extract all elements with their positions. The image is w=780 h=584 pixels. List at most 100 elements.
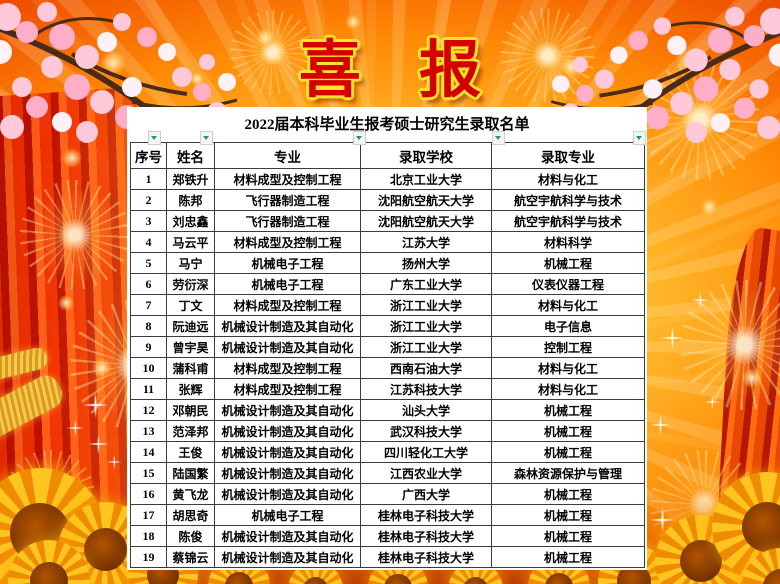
table-cell: 航空宇航科学与技术: [491, 189, 645, 211]
table-cell: 胡思奇: [166, 504, 215, 526]
table-cell: 西南石油大学: [360, 357, 492, 379]
table-cell: 马云平: [166, 231, 215, 253]
table-cell: 12: [130, 399, 167, 421]
table-cell: 黄飞龙: [166, 483, 215, 505]
header-admitted-major: 录取专业: [491, 142, 645, 169]
bokeh-light: [700, 198, 718, 216]
table-cell: 机械设计制造及其自动化: [214, 441, 361, 463]
table-cell: 曾宇昊: [166, 336, 215, 358]
table-cell: 北京工业大学: [360, 168, 492, 190]
filter-dropdown-icon[interactable]: [633, 131, 646, 145]
table-cell: 2: [130, 189, 167, 211]
admission-table: 序号 姓名 专业 录取学校 录取专业 1 郑铁升 材料成型及控制工程 北京工业大学 材料…: [130, 142, 645, 568]
table-cell: 17: [130, 504, 167, 526]
table-row: 18 陈俊 机械设计制造及其自动化 桂林电子科技大学 机械工程: [130, 525, 645, 547]
table-cell: 江西农业大学: [360, 462, 492, 484]
table-cell: 范泽邦: [166, 420, 215, 442]
table-cell: 9: [130, 336, 167, 358]
table-cell: 马宁: [166, 252, 215, 274]
table-cell: 蔡锦云: [166, 546, 215, 568]
filter-dropdown-icon[interactable]: [200, 131, 213, 145]
table-cell: 机械工程: [491, 399, 645, 421]
table-cell: 机械电子工程: [214, 273, 361, 295]
table-cell: 机械设计制造及其自动化: [214, 483, 361, 505]
table-cell: 机械设计制造及其自动化: [214, 462, 361, 484]
table-cell: 材料成型及控制工程: [214, 378, 361, 400]
table-cell: 武汉科技大学: [360, 420, 492, 442]
header-school: 录取学校: [360, 142, 492, 169]
table-cell: 浙江工业大学: [360, 294, 492, 316]
table-cell: 机械工程: [491, 483, 645, 505]
table-row: 2 陈邦 飞行器制造工程 沈阳航空航天大学 航空宇航科学与技术: [130, 189, 645, 211]
filter-dropdown-icon[interactable]: [148, 131, 161, 145]
header-major: 专业: [214, 142, 361, 169]
table-cell: 材料与化工: [491, 294, 645, 316]
table-cell: 扬州大学: [360, 252, 492, 274]
table-cell: 材料与化工: [491, 168, 645, 190]
table-cell: 机械设计制造及其自动化: [214, 315, 361, 337]
table-row: 7 丁文 材料成型及控制工程 浙江工业大学 材料与化工: [130, 294, 645, 316]
table-cell: 机械设计制造及其自动化: [214, 420, 361, 442]
table-row: 6 劳衍深 机械电子工程 广东工业大学 仪表仪器工程: [130, 273, 645, 295]
table-cell: 广西大学: [360, 483, 492, 505]
table-cell: 14: [130, 441, 167, 463]
table-cell: 18: [130, 525, 167, 547]
table-cell: 机械工程: [491, 546, 645, 568]
table-cell: 材料科学: [491, 231, 645, 253]
table-cell: 1: [130, 168, 167, 190]
table-cell: 13: [130, 420, 167, 442]
table-cell: 郑铁升: [166, 168, 215, 190]
filter-dropdown-icon[interactable]: [492, 131, 505, 145]
table-cell: 机械设计制造及其自动化: [214, 399, 361, 421]
table-cell: 电子信息: [491, 315, 645, 337]
table-cell: 江苏科技大学: [360, 378, 492, 400]
table-cell: 陆国繁: [166, 462, 215, 484]
table-row: 8 阮迪远 机械设计制造及其自动化 浙江工业大学 电子信息: [130, 315, 645, 337]
table-row: 14 王俊 机械设计制造及其自动化 四川轻化工大学 机械工程: [130, 441, 645, 463]
table-cell: 王俊: [166, 441, 215, 463]
table-cell: 机械设计制造及其自动化: [214, 525, 361, 547]
table-cell: 陈俊: [166, 525, 215, 547]
table-body: 1 郑铁升 材料成型及控制工程 北京工业大学 材料与化工 2 陈邦 飞行器制造工程 沈阳航空航天…: [130, 168, 645, 568]
header-index: 序号: [130, 142, 167, 169]
table-cell: 蒲科甫: [166, 357, 215, 379]
table-row: 3 刘忠鑫 飞行器制造工程 沈阳航空航天大学 航空宇航科学与技术: [130, 210, 645, 232]
sunflower: [742, 548, 780, 584]
table-cell: 材料成型及控制工程: [214, 294, 361, 316]
table-cell: 丁文: [166, 294, 215, 316]
table-cell: 森林资源保护与管理: [491, 462, 645, 484]
table-cell: 飞行器制造工程: [214, 189, 361, 211]
table-cell: 19: [130, 546, 167, 568]
table-cell: 四川轻化工大学: [360, 441, 492, 463]
table-cell: 飞行器制造工程: [214, 210, 361, 232]
table-cell: 浙江工业大学: [360, 315, 492, 337]
table-row: 4 马云平 材料成型及控制工程 江苏大学 材料科学: [130, 231, 645, 253]
table-cell: 机械工程: [491, 252, 645, 274]
table-cell: 江苏大学: [360, 231, 492, 253]
table-cell: 6: [130, 273, 167, 295]
table-cell: 材料成型及控制工程: [214, 231, 361, 253]
table-row: 12 邓朝民 机械设计制造及其自动化 汕头大学 机械工程: [130, 399, 645, 421]
table-cell: 汕头大学: [360, 399, 492, 421]
table-cell: 3: [130, 210, 167, 232]
table-row: 19 蔡锦云 机械设计制造及其自动化 桂林电子科技大学 机械工程: [130, 546, 645, 568]
table-cell: 桂林电子科技大学: [360, 546, 492, 568]
table-cell: 材料与化工: [491, 378, 645, 400]
banner-title: 喜报: [298, 37, 539, 105]
table-title: 2022届本科毕业生报考硕士研究生录取名单: [244, 117, 530, 133]
table-row: 9 曾宇昊 机械设计制造及其自动化 浙江工业大学 控制工程: [130, 336, 645, 358]
table-cell: 11: [130, 378, 167, 400]
table-row: 17 胡思奇 机械电子工程 桂林电子科技大学 机械工程: [130, 504, 645, 526]
table-cell: 控制工程: [491, 336, 645, 358]
table-row: 16 黄飞龙 机械设计制造及其自动化 广西大学 机械工程: [130, 483, 645, 505]
table-row: 11 张辉 材料成型及控制工程 江苏科技大学 材料与化工: [130, 378, 645, 400]
table-cell: 机械工程: [491, 504, 645, 526]
table-cell: 机械设计制造及其自动化: [214, 546, 361, 568]
table-cell: 机械电子工程: [214, 504, 361, 526]
table-cell: 材料成型及控制工程: [214, 168, 361, 190]
table-cell: 机械工程: [491, 441, 645, 463]
table-cell: 沈阳航空航天大学: [360, 210, 492, 232]
filter-dropdown-icon[interactable]: [353, 131, 366, 145]
table-cell: 15: [130, 462, 167, 484]
